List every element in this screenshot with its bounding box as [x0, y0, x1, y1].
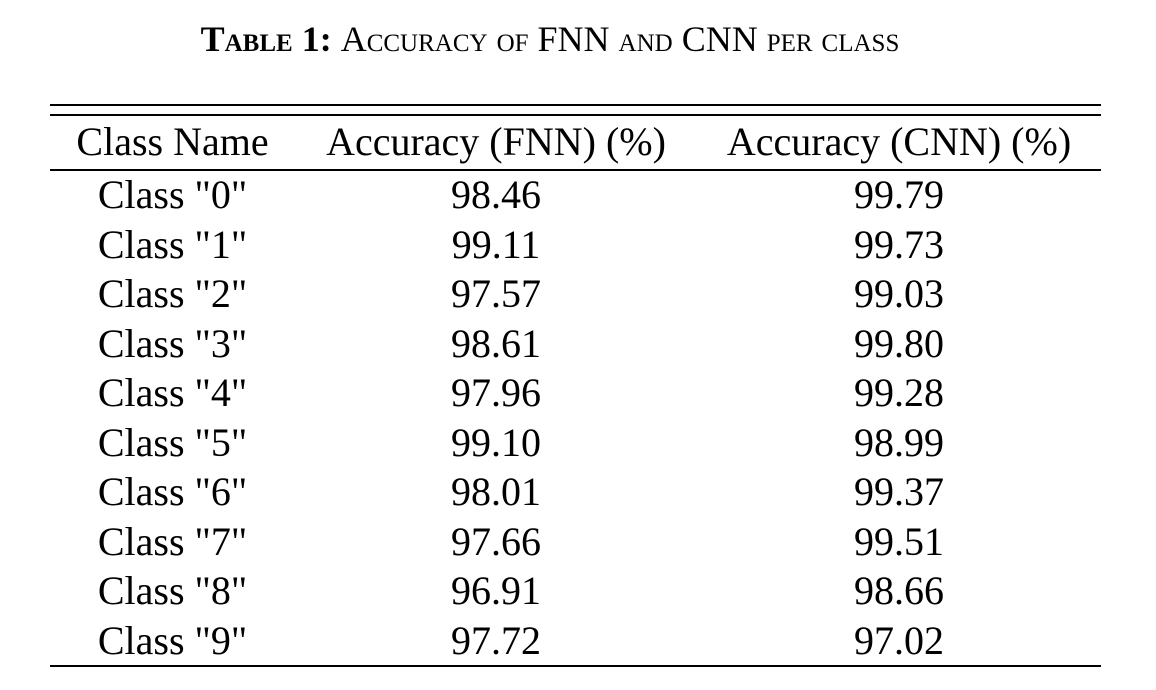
fnn-accuracy-cell: 97.72 — [451, 617, 541, 663]
table-row: Class "5" 99.10 98.99 — [50, 418, 1101, 468]
header-row: Class Name Accuracy (FNN) (%) Accuracy (… — [50, 114, 1101, 169]
class-name-cell: Class "3" — [97, 320, 248, 366]
top-rule-inner — [50, 114, 1101, 116]
table-row: Class "8" 96.91 98.66 — [50, 566, 1101, 616]
accuracy-table: Class "0" 98.46 99.79 Class "1" 99.11 99… — [50, 170, 1101, 665]
table-row: Class "4" 97.96 99.28 — [50, 368, 1101, 418]
cnn-accuracy-cell: 99.37 — [854, 469, 944, 514]
cnn-accuracy-cell: 98.66 — [854, 568, 944, 613]
column-header-cnn-accuracy: Accuracy (CNN) (%) — [726, 119, 1072, 164]
table-row: Class "2" 97.57 99.03 — [50, 269, 1101, 319]
class-name-cell: Class "1" — [97, 221, 248, 267]
cnn-accuracy-cell: 99.73 — [854, 221, 944, 267]
class-name-cell: Class "5" — [97, 419, 248, 465]
table-row: Class "7" 97.66 99.51 — [50, 517, 1101, 567]
cnn-accuracy-cell: 99.03 — [854, 271, 944, 316]
table-row: Class "1" 99.11 99.73 — [50, 220, 1101, 270]
top-rule-outer — [50, 104, 1101, 106]
fnn-accuracy-cell: 97.96 — [451, 370, 541, 415]
header-rule — [50, 169, 1101, 171]
table-row: Class "9" 97.72 97.02 — [50, 616, 1101, 666]
table-row: Class "0" 98.46 99.79 — [50, 170, 1101, 220]
table-row: Class "3" 98.61 99.80 — [50, 319, 1101, 369]
class-name-cell: Class "8" — [97, 568, 248, 613]
class-name-cell: Class "9" — [97, 617, 248, 663]
cnn-accuracy-cell: 99.79 — [854, 172, 944, 217]
fnn-accuracy-cell: 97.57 — [451, 271, 541, 316]
class-name-cell: Class "7" — [97, 518, 248, 564]
class-name-cell: Class "0" — [97, 172, 248, 217]
fnn-accuracy-cell: 98.46 — [451, 172, 541, 217]
column-header-class-name: Class Name — [76, 119, 269, 164]
column-header-fnn-accuracy: Accuracy (FNN) (%) — [326, 119, 666, 164]
fnn-accuracy-cell: 97.66 — [451, 518, 541, 564]
cnn-accuracy-cell: 97.02 — [854, 617, 944, 663]
bottom-rule — [50, 665, 1101, 667]
cnn-accuracy-cell: 99.80 — [854, 320, 944, 366]
caption-label: Table 1: — [200, 19, 332, 59]
table-caption: Table 1: Accuracy of FNN and CNN per cla… — [0, 18, 1100, 60]
accuracy-table-header: Class Name Accuracy (FNN) (%) Accuracy (… — [50, 114, 1101, 169]
fnn-accuracy-cell: 99.10 — [451, 419, 541, 465]
fnn-accuracy-cell: 98.01 — [451, 469, 541, 514]
table-row: Class "6" 98.01 99.37 — [50, 467, 1101, 517]
fnn-accuracy-cell: 96.91 — [451, 568, 541, 613]
class-name-cell: Class "2" — [97, 271, 248, 316]
fnn-accuracy-cell: 98.61 — [451, 320, 541, 366]
cnn-accuracy-cell: 99.51 — [854, 518, 944, 564]
class-name-cell: Class "6" — [97, 469, 248, 514]
class-name-cell: Class "4" — [97, 370, 248, 415]
cnn-accuracy-cell: 98.99 — [854, 419, 944, 465]
caption-title: Accuracy of FNN and CNN per class — [340, 19, 900, 59]
cnn-accuracy-cell: 99.28 — [854, 370, 944, 415]
fnn-accuracy-cell: 99.11 — [451, 221, 541, 267]
